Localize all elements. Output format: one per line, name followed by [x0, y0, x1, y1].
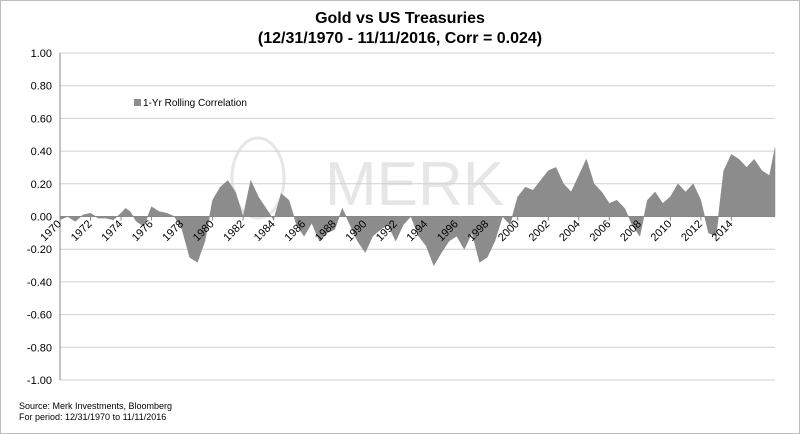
legend-swatch — [134, 99, 141, 106]
x-tick-label: 1974 — [99, 218, 125, 244]
y-tick-label: -1.00 — [27, 375, 52, 387]
legend: 1-Yr Rolling Correlation — [134, 98, 247, 109]
x-tick-label: 1984 — [252, 218, 278, 244]
y-tick-label: 0.40 — [31, 146, 52, 158]
x-tick-label: 2012 — [679, 218, 705, 244]
x-tick-label: 1972 — [69, 218, 95, 244]
watermark-text: MERK — [325, 150, 504, 219]
owl-emblem — [230, 136, 286, 220]
y-tick-label: -0.40 — [27, 277, 52, 289]
period-note: For period: 12/31/1970 to 11/11/2016 — [19, 412, 167, 422]
gridlines — [60, 52, 775, 381]
y-tick-label: -0.20 — [27, 244, 52, 256]
merk-watermark: MERK — [230, 136, 504, 220]
x-tick-label: 2006 — [588, 218, 614, 244]
x-tick-label: 1982 — [221, 218, 247, 244]
y-tick-label: -0.80 — [27, 342, 52, 354]
y-tick-label: 0.60 — [31, 113, 52, 125]
y-axis-ticks: 1.00 0.80 0.60 0.40 0.20 0.00 -0.20 -0.40 -0.60 -… — [27, 48, 52, 387]
x-tick-label: 2010 — [649, 218, 675, 244]
chart-title: Gold vs US Treasuries — [315, 10, 485, 27]
y-tick-label: 1.00 — [31, 48, 52, 60]
x-tick-label: 1976 — [130, 218, 156, 244]
x-tick-label: 2004 — [557, 218, 583, 244]
plot-series — [59, 147, 776, 267]
y-tick-label: 0.20 — [31, 179, 52, 191]
y-tick-label: 0.00 — [31, 212, 52, 224]
y-tick-label: 0.80 — [31, 81, 52, 93]
x-tick-label: 2002 — [527, 218, 553, 244]
legend-label: 1-Yr Rolling Correlation — [143, 98, 247, 109]
series-area — [59, 147, 776, 267]
y-tick-label: -0.60 — [27, 310, 52, 322]
source-note: Source: Merk Investments, Bloomberg — [19, 401, 173, 411]
chart-subtitle: (12/31/1970 - 11/11/2016, Corr = 0.024) — [257, 30, 543, 47]
